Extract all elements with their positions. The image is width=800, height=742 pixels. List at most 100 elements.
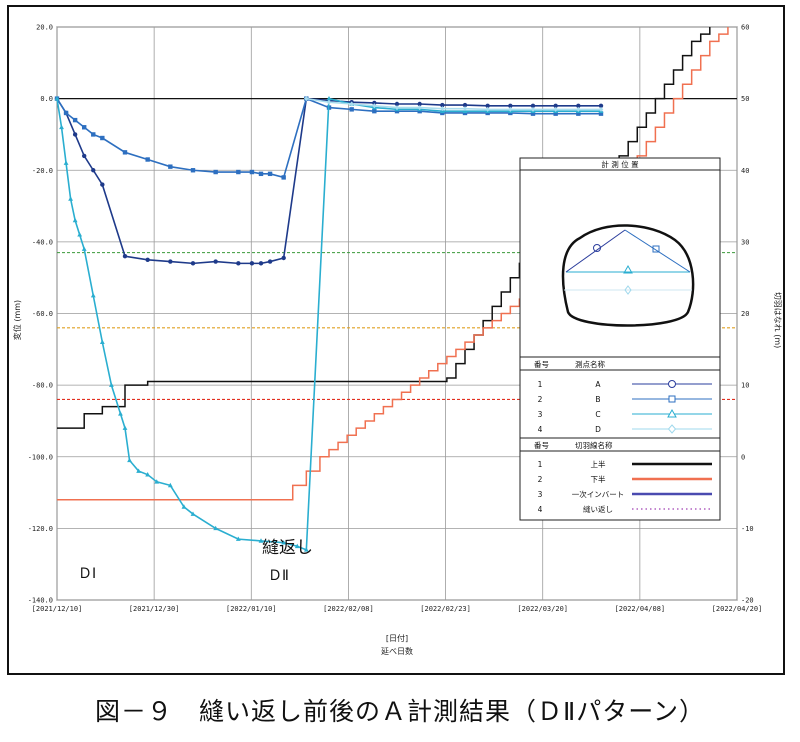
data-point bbox=[145, 472, 151, 477]
y-right-tick-label: -10 bbox=[741, 525, 754, 533]
y-left-tick-label: -60.0 bbox=[32, 310, 53, 318]
legend-marker bbox=[668, 395, 676, 403]
y-axis-right: 60 50 40 30 20 10 0 -10 -20 bbox=[741, 24, 754, 605]
data-point bbox=[122, 425, 128, 430]
data-point bbox=[576, 111, 581, 116]
data-point bbox=[485, 106, 490, 112]
y-left-tick-label: 0.0 bbox=[40, 95, 53, 103]
data-point bbox=[90, 292, 96, 298]
data-point bbox=[72, 117, 78, 123]
legend-face-no: 1 bbox=[538, 460, 543, 469]
legend-faces: 1 上半 2 下半 3 一次インバート 4 縫い返し bbox=[538, 459, 712, 514]
data-point bbox=[145, 257, 150, 262]
data-point bbox=[249, 261, 255, 266]
data-point bbox=[326, 99, 332, 105]
data-point bbox=[417, 101, 422, 107]
data-point bbox=[190, 168, 196, 173]
series-line bbox=[56, 97, 601, 265]
x-tick-label: [2022/02/08] bbox=[323, 605, 374, 613]
data-point bbox=[235, 536, 241, 541]
data-point bbox=[530, 103, 536, 108]
x-axis-label: [日付] bbox=[386, 633, 408, 643]
legend-marker bbox=[667, 424, 677, 434]
data-point bbox=[181, 504, 187, 509]
y-left-tick-label: 20.0 bbox=[36, 24, 53, 32]
legend-point-name: B bbox=[595, 395, 600, 404]
data-point bbox=[258, 538, 264, 543]
legend-faces-header-name: 切羽線名称 bbox=[575, 440, 613, 450]
x-tick-label: [2022/04/08] bbox=[615, 605, 666, 613]
tunnel-section-diagram bbox=[561, 224, 695, 327]
data-point bbox=[99, 339, 105, 344]
data-point bbox=[598, 106, 604, 112]
legend-faces-header-no: 番号 bbox=[534, 440, 549, 450]
data-point bbox=[281, 540, 287, 545]
y-left-tick-label: -100.0 bbox=[28, 453, 53, 461]
data-point bbox=[553, 103, 558, 108]
grid bbox=[56, 26, 738, 601]
data-point bbox=[372, 100, 377, 106]
series-D bbox=[304, 96, 604, 112]
data-point bbox=[326, 96, 332, 101]
data-point bbox=[82, 125, 87, 130]
data-point bbox=[77, 232, 83, 237]
x-tick-label: [2022/03/20] bbox=[517, 605, 568, 613]
data-point bbox=[127, 457, 132, 463]
legend-face-name: 上半 bbox=[591, 459, 606, 469]
y-right-tick-label: 10 bbox=[741, 382, 749, 390]
data-point bbox=[100, 182, 105, 187]
data-point bbox=[168, 164, 173, 169]
data-point bbox=[118, 411, 123, 416]
y-left-tick-label: -20.0 bbox=[32, 167, 53, 175]
y-right-tick-label: 40 bbox=[741, 167, 749, 175]
y-right-tick-label: 30 bbox=[741, 238, 749, 246]
y-right-tick-label: 0 bbox=[741, 453, 745, 461]
data-point bbox=[281, 175, 286, 180]
data-point bbox=[372, 103, 377, 109]
data-point bbox=[304, 96, 309, 102]
x-axis: [2021/12/10] [2021/12/30] [2022/01/10] [202… bbox=[32, 605, 763, 613]
data-point bbox=[63, 110, 69, 116]
data-point bbox=[485, 103, 490, 108]
legend-face-row: 2 下半 bbox=[538, 474, 712, 484]
legend-face-name: 下半 bbox=[591, 474, 606, 484]
legend-face-no: 4 bbox=[538, 505, 543, 514]
data-point bbox=[598, 111, 604, 116]
data-point bbox=[81, 246, 87, 251]
data-point bbox=[462, 106, 468, 112]
data-point bbox=[59, 124, 64, 130]
data-point bbox=[394, 105, 400, 111]
data-point bbox=[417, 105, 422, 111]
data-point bbox=[72, 217, 78, 223]
data-point bbox=[122, 254, 128, 259]
data-point bbox=[576, 106, 581, 112]
y-right-tick-label: -20 bbox=[741, 597, 754, 605]
legend-point-no: 1 bbox=[538, 380, 543, 389]
series-layer bbox=[54, 27, 729, 552]
data-point bbox=[213, 525, 219, 531]
series-line bbox=[57, 27, 729, 501]
data-point bbox=[267, 171, 273, 177]
x-tick-label: [2021/12/10] bbox=[32, 605, 83, 613]
data-point bbox=[190, 261, 196, 266]
data-point bbox=[154, 479, 160, 484]
data-point bbox=[553, 111, 558, 116]
y-left-tick-label: -140.0 bbox=[28, 597, 53, 605]
legend-point-no: 3 bbox=[538, 410, 543, 419]
data-point bbox=[258, 171, 264, 177]
x-axis-label-2: 延べ日数 bbox=[381, 646, 413, 656]
legend-marker bbox=[667, 408, 677, 418]
data-point bbox=[72, 132, 78, 137]
legend-marker bbox=[668, 380, 676, 388]
data-point bbox=[213, 259, 218, 264]
x-tick-label: [2021/12/30] bbox=[129, 605, 180, 613]
legend-face-no: 3 bbox=[538, 490, 543, 499]
annotation-event: 縫返し bbox=[262, 538, 313, 558]
data-point bbox=[553, 106, 558, 112]
x-tick-label: [2022/01/10] bbox=[226, 605, 277, 613]
data-point bbox=[508, 106, 513, 112]
data-point bbox=[530, 111, 536, 116]
x-tick-label: [2022/02/23] bbox=[420, 605, 471, 613]
